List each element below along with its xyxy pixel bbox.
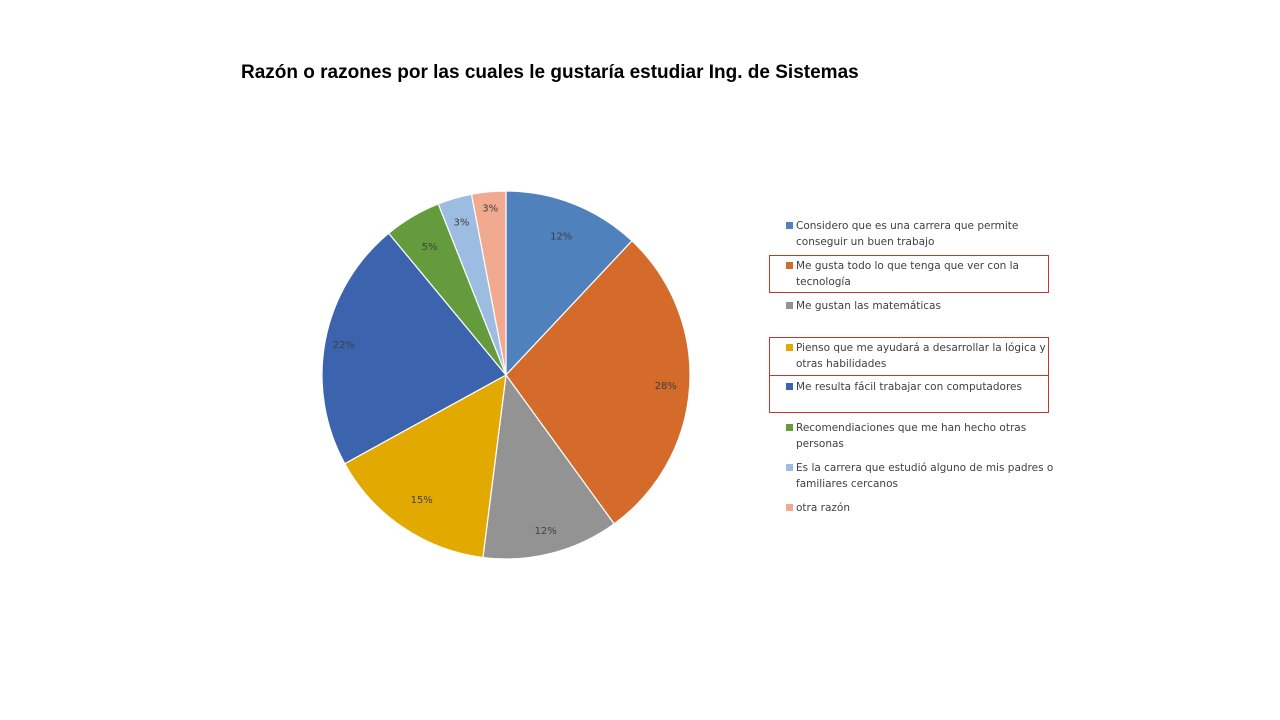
data-label-4: 15% xyxy=(411,495,433,506)
legend-item-1: Considero que es una carrera que permite… xyxy=(786,218,1056,250)
pie-slice-4 xyxy=(343,373,507,559)
legend-swatch-5 xyxy=(786,383,793,390)
legend-item-7: Es la carrera que estudió alguno de mis … xyxy=(786,460,1056,492)
legend-label-1: Considero que es una carrera que permite… xyxy=(796,220,1019,248)
pie-slice-2 xyxy=(505,240,691,525)
legend-label-6: Recomendiaciones que me han hecho otras … xyxy=(796,422,1027,450)
legend-swatch-3 xyxy=(786,302,793,309)
legend-label-7: Es la carrera que estudió alguno de mis … xyxy=(796,462,1054,490)
data-label-1: 12% xyxy=(550,232,572,243)
legend-highlight-box-4 xyxy=(769,337,1049,376)
chart-title: Razón o razones por las cuales le gustar… xyxy=(241,62,859,83)
data-label-5: 22% xyxy=(333,340,355,351)
pie-slice-5 xyxy=(321,232,507,465)
data-label-3: 12% xyxy=(535,526,557,537)
data-label-2: 28% xyxy=(655,381,677,392)
legend-swatch-4 xyxy=(786,344,793,351)
legend-label-8: otra razón xyxy=(796,502,850,514)
pie-slice-8 xyxy=(470,190,507,376)
legend-swatch-6 xyxy=(786,424,793,431)
legend-item-4: Pienso que me ayudará a desarrollar la l… xyxy=(786,340,1056,372)
pie-slice-1 xyxy=(505,190,633,377)
legend-highlight-box-5 xyxy=(769,375,1049,413)
legend-label-4: Pienso que me ayudará a desarrollar la l… xyxy=(796,342,1046,370)
legend-item-3: Me gustan las matemáticas xyxy=(786,298,1056,314)
legend-swatch-2 xyxy=(786,262,793,269)
data-label-8: 3% xyxy=(482,204,498,215)
data-label-7: 3% xyxy=(453,217,469,228)
legend-label-3: Me gustan las matemáticas xyxy=(796,300,941,312)
legend-item-6: Recomendiaciones que me han hecho otras … xyxy=(786,420,1056,452)
legend-item-8: otra razón xyxy=(786,500,1056,516)
data-label-6: 5% xyxy=(422,242,438,253)
legend-highlight-box-2 xyxy=(769,255,1049,293)
pie-slice-3 xyxy=(482,373,615,560)
legend-swatch-1 xyxy=(786,222,793,229)
legend-item-5: Me resulta fácil trabajar con computador… xyxy=(786,379,1056,395)
legend-item-2: Me gusta todo lo que tenga que ver con l… xyxy=(786,258,1056,290)
legend-swatch-8 xyxy=(786,504,793,511)
legend-label-2: Me gusta todo lo que tenga que ver con l… xyxy=(796,260,1019,288)
legend-swatch-7 xyxy=(786,464,793,471)
legend-label-5: Me resulta fácil trabajar con computador… xyxy=(796,381,1022,393)
